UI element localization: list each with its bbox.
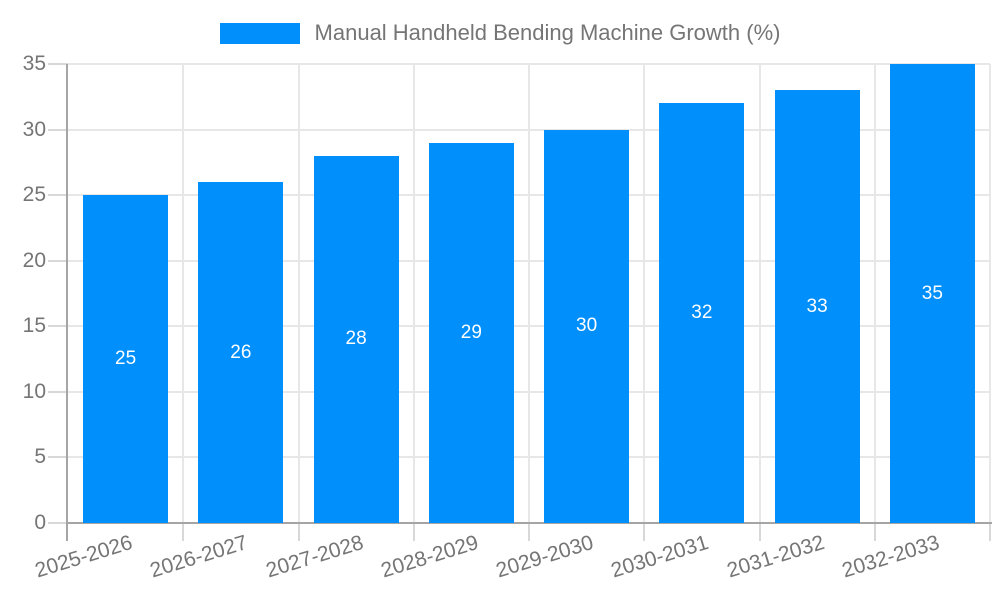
x-axis-tick	[182, 523, 185, 541]
bar-2025-2026[interactable]	[83, 195, 169, 523]
bar-value-label: 28	[345, 328, 367, 350]
y-axis-tick	[48, 259, 68, 262]
bar-value-label: 30	[576, 315, 598, 337]
bar-value-label: 33	[806, 295, 828, 317]
y-axis-tick	[48, 522, 68, 524]
y-axis-tick-label: 0	[34, 511, 46, 534]
y-axis-tick	[48, 325, 68, 328]
y-axis-tick-label: 15	[22, 314, 46, 338]
y-axis-tick	[48, 390, 68, 393]
bar-2028-2029[interactable]	[428, 142, 514, 523]
x-axis-tick-label: 2025-2026	[32, 531, 136, 583]
y-axis-tick-label: 30	[22, 117, 46, 141]
x-axis-line	[68, 522, 992, 524]
bar-value-label: 29	[460, 321, 482, 343]
bar-2031-2032[interactable]	[774, 90, 860, 523]
y-axis-tick-label: 25	[22, 183, 46, 207]
bar-2029-2030[interactable]	[544, 129, 630, 523]
y-axis-line	[66, 64, 68, 541]
bar-value-label: 35	[921, 282, 943, 304]
x-axis-tick	[297, 523, 300, 541]
v-gridline	[297, 64, 300, 523]
bar-2026-2027[interactable]	[198, 182, 284, 523]
x-axis-tick	[758, 523, 761, 541]
x-axis-tick-label: 2028-2029	[378, 531, 482, 583]
chart-legend[interactable]: Manual Handheld Bending Machine Growth (…	[0, 20, 1000, 46]
x-axis-tick	[528, 523, 530, 541]
y-axis-tick-label: 5	[34, 445, 46, 469]
x-axis-tick	[989, 523, 991, 541]
bar-2030-2031[interactable]	[659, 103, 745, 523]
x-axis-tick	[412, 523, 415, 541]
legend-swatch	[219, 22, 300, 44]
y-axis-tick	[48, 63, 68, 65]
x-axis-tick-label: 2031-2032	[724, 531, 827, 583]
x-axis-tick-label: 2032-2033	[839, 531, 943, 583]
v-gridline	[182, 64, 185, 523]
v-gridline	[758, 64, 761, 523]
legend-label: Manual Handheld Bending Machine Growth (…	[314, 20, 781, 45]
v-gridline	[873, 64, 876, 523]
v-gridline	[643, 64, 646, 523]
v-gridline	[989, 64, 991, 523]
v-gridline	[412, 64, 415, 523]
x-axis-tick	[873, 523, 876, 541]
x-axis-tick	[643, 523, 646, 541]
y-axis-tick	[48, 194, 68, 197]
y-axis-tick-label: 20	[22, 248, 46, 272]
v-gridline	[528, 64, 530, 523]
x-axis-tick-label: 2030-2031	[608, 531, 712, 583]
bar-2032-2033[interactable]	[889, 64, 975, 523]
y-axis-tick	[48, 128, 68, 131]
x-axis-tick-label: 2029-2030	[493, 531, 597, 583]
bar-2027-2028[interactable]	[313, 155, 399, 523]
y-axis-tick	[48, 456, 68, 459]
y-axis-tick-label: 10	[22, 379, 46, 403]
bar-value-label: 26	[230, 341, 252, 363]
bar-value-label: 25	[115, 348, 137, 370]
x-axis-tick-label: 2026-2027	[147, 531, 251, 583]
y-axis-tick-label: 35	[22, 52, 46, 75]
x-axis-tick-label: 2027-2028	[263, 531, 366, 583]
bar-value-label: 32	[691, 302, 713, 324]
